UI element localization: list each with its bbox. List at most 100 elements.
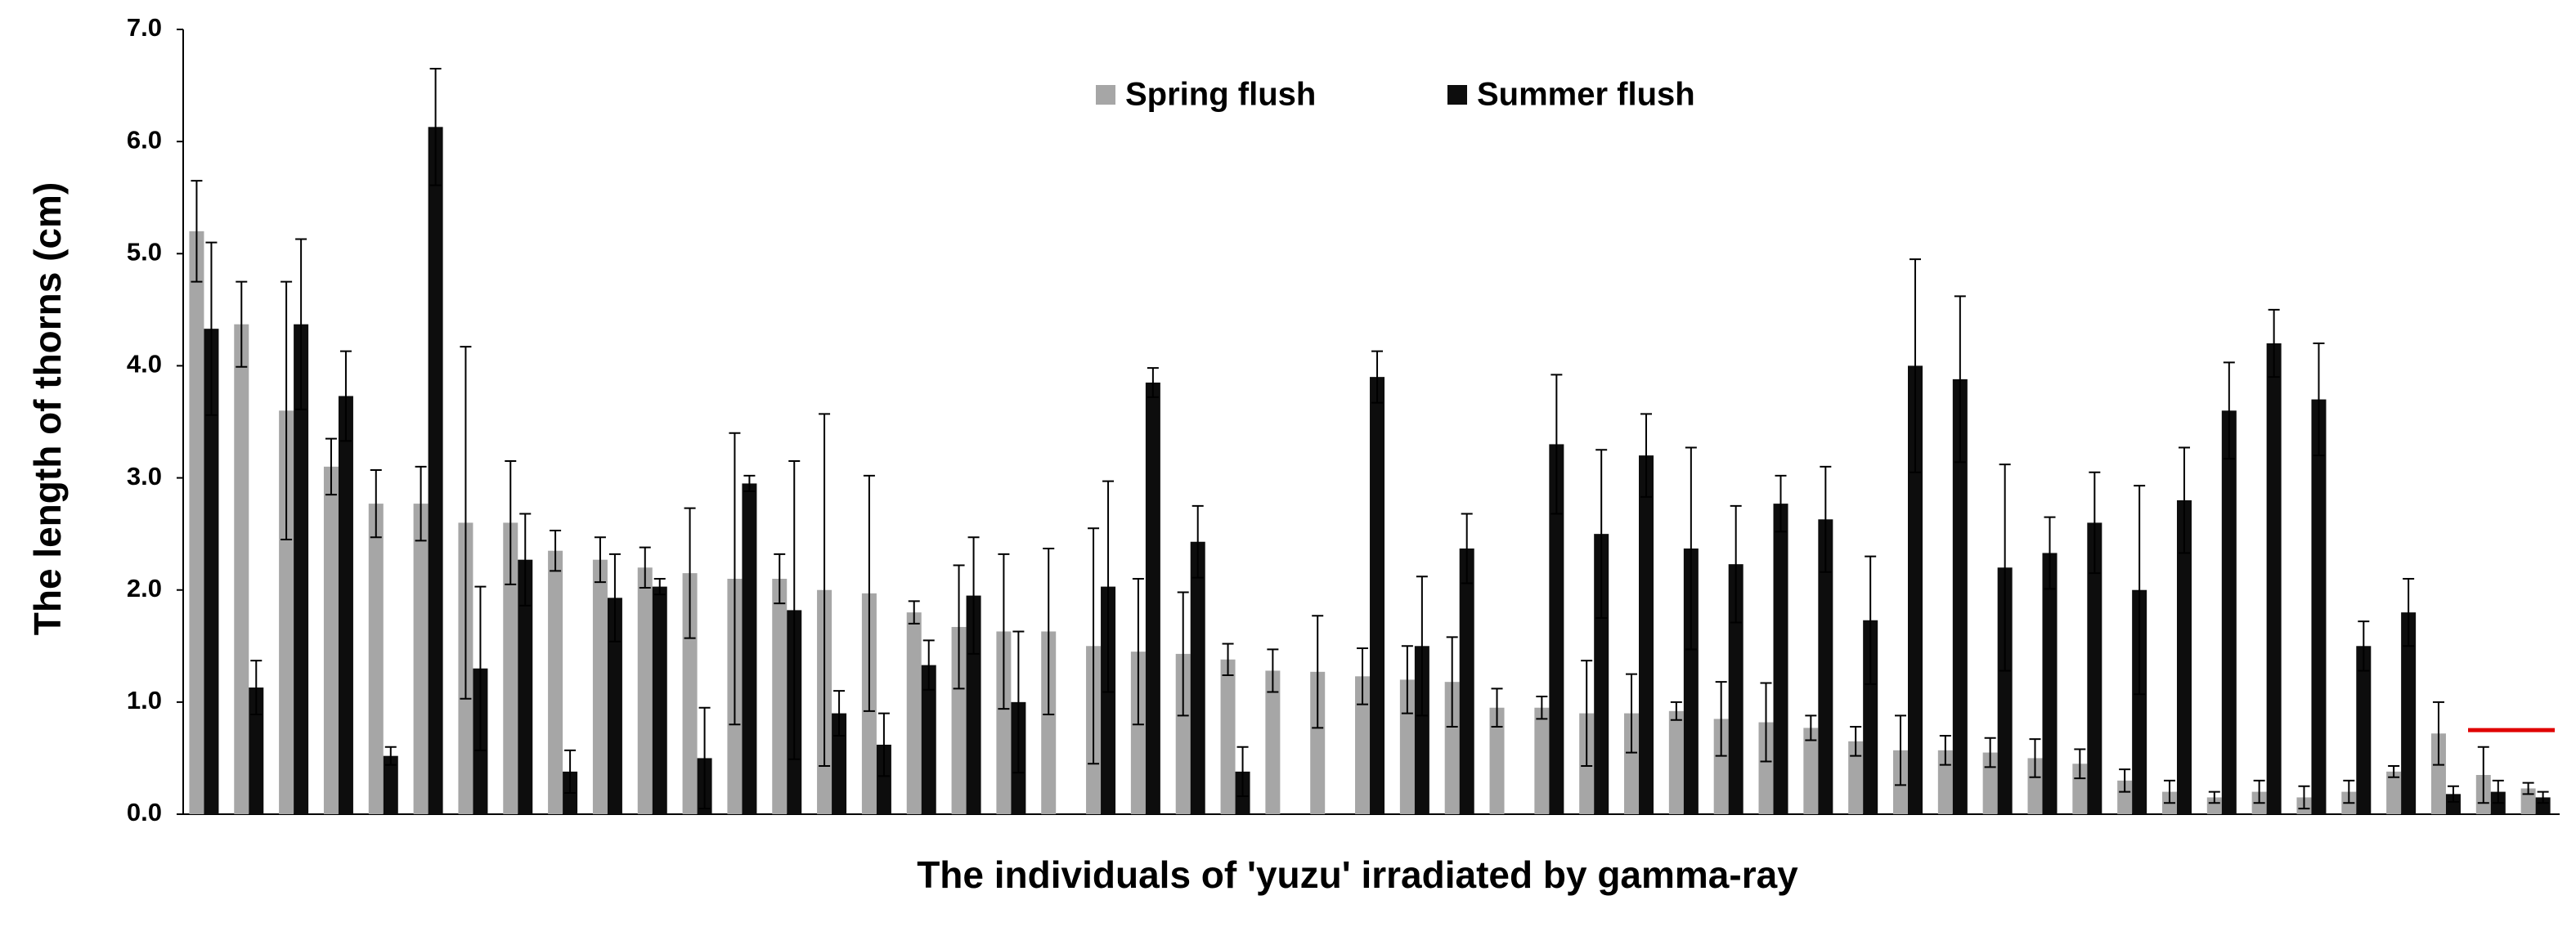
bar (607, 598, 622, 814)
bar (1489, 707, 1505, 814)
bar (503, 522, 518, 814)
bar (368, 504, 384, 814)
bar (1713, 719, 1729, 814)
bar (742, 483, 757, 814)
error-bar (250, 660, 263, 715)
bar (548, 550, 563, 814)
error-bar (2253, 779, 2265, 804)
bar (1370, 377, 1385, 815)
error-bar (384, 746, 397, 766)
error-bar (2492, 779, 2504, 804)
bar (1952, 378, 1968, 814)
bar (1907, 365, 1923, 814)
bar (2386, 771, 2402, 814)
bar (2266, 343, 2282, 814)
bar (876, 744, 891, 814)
y-axis-title: The length of thorns (cm) (26, 182, 69, 636)
error-bar (1551, 374, 1563, 515)
bar (1101, 586, 1116, 814)
bar (1818, 519, 1833, 814)
bar (652, 586, 667, 814)
bar (1773, 504, 1788, 814)
error-bar (1805, 714, 1817, 741)
bar (204, 329, 219, 815)
legend-label: Spring flush (1125, 77, 1316, 113)
error-bar (594, 536, 606, 584)
error-bar (608, 553, 621, 643)
bar (2535, 797, 2551, 814)
bar (1937, 750, 1953, 814)
bar (1175, 653, 1191, 814)
bar (1728, 564, 1744, 814)
error-bar (2298, 785, 2310, 810)
error-bar (1043, 547, 1055, 715)
error-bar (1850, 726, 1862, 757)
error-bar (191, 180, 203, 283)
bar (1997, 567, 2013, 814)
error-bar (2119, 768, 2131, 793)
error-bar (1820, 465, 1832, 573)
error-bar (474, 585, 487, 751)
bar (518, 559, 533, 814)
error-bar (1685, 446, 1697, 651)
error-bar (280, 280, 293, 540)
legend-swatch (1447, 85, 1467, 105)
bar (1594, 534, 1609, 814)
error-bar (2432, 701, 2444, 766)
error-bar (1401, 645, 1413, 714)
error-bar (639, 546, 651, 589)
error-bar (2537, 790, 2549, 804)
bar (383, 755, 398, 814)
bar (906, 612, 922, 814)
error-bar (774, 553, 786, 605)
error-bar (2074, 748, 2086, 780)
error-bar (505, 460, 517, 585)
bar (428, 127, 443, 815)
y-tick-label: 4.0 (127, 350, 162, 378)
error-bar (698, 706, 711, 810)
error-bar (1954, 295, 1966, 464)
legend-swatch (1096, 85, 1115, 105)
y-tick-label: 6.0 (127, 125, 162, 154)
bar (279, 410, 294, 814)
error-bar (1491, 687, 1503, 728)
bar (2176, 500, 2192, 814)
bar (1668, 710, 1684, 814)
y-tick-label: 7.0 (127, 13, 162, 42)
error-bar (819, 413, 831, 768)
bar (338, 396, 353, 814)
error-bar (2029, 738, 2041, 778)
error-bar (2388, 765, 2400, 778)
error-bar (877, 712, 890, 777)
bar (2520, 788, 2536, 814)
bar (1982, 752, 1998, 814)
bar (1130, 652, 1146, 814)
bar (2072, 764, 2088, 814)
bar (2445, 794, 2461, 814)
error-bar (1536, 696, 1548, 720)
bar (1459, 548, 1474, 814)
error-bar (1865, 555, 1877, 685)
error-bar (2134, 485, 2146, 696)
error-bar (2343, 779, 2355, 804)
bar (1624, 713, 1640, 814)
error-bar (1267, 648, 1279, 693)
error-bar (1177, 591, 1189, 717)
error-bar (1416, 576, 1428, 717)
bar (323, 466, 339, 814)
error-bar (415, 465, 427, 542)
bar (1863, 620, 1878, 814)
error-bar (1999, 464, 2011, 672)
error-bar (1147, 367, 1159, 398)
error-bar (205, 241, 218, 416)
error-bar (1236, 746, 1249, 798)
error-bar (295, 238, 307, 410)
error-bar (1102, 480, 1115, 693)
error-bar (325, 437, 337, 496)
bar (2027, 758, 2043, 814)
error-bar (729, 432, 741, 726)
bar (637, 567, 653, 814)
error-bar (1895, 714, 1906, 786)
bar (249, 687, 264, 814)
